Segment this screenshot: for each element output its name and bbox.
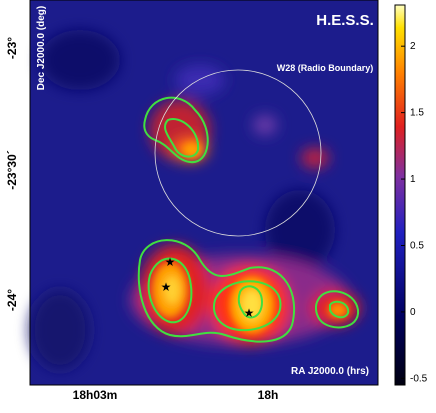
svg-text:★: ★ xyxy=(161,280,172,294)
colorbar-tick-label: 1.5 xyxy=(410,108,424,119)
annotation: W28 (Radio Boundary) xyxy=(277,63,374,73)
y-axis-label: Dec J2000.0 (deg) xyxy=(36,6,47,91)
x-tick-label: 18h03m xyxy=(73,388,118,402)
y-tick-label: -23° xyxy=(5,37,19,59)
colorbar-tick-label: 0 xyxy=(410,307,416,318)
x-tick-label: 18h xyxy=(258,388,279,402)
svg-text:★: ★ xyxy=(244,306,255,320)
colorbar-tick-label: -0.5 xyxy=(410,373,428,384)
sky-map: ★ ★ ★ xyxy=(29,0,379,386)
colorbar-tick-label: 2 xyxy=(410,41,416,52)
colorbar-tick-label: 0.5 xyxy=(410,240,424,251)
colorbar-tick-label: 1 xyxy=(410,174,416,185)
y-tick-label: -23°30´ xyxy=(5,150,19,190)
chart-title: H.E.S.S. xyxy=(316,12,374,29)
x-axis-label: RA J2000.0 (hrs) xyxy=(291,366,369,377)
svg-text:★: ★ xyxy=(165,255,176,269)
y-tick-label: -24° xyxy=(5,289,19,311)
colorbar xyxy=(394,4,406,386)
